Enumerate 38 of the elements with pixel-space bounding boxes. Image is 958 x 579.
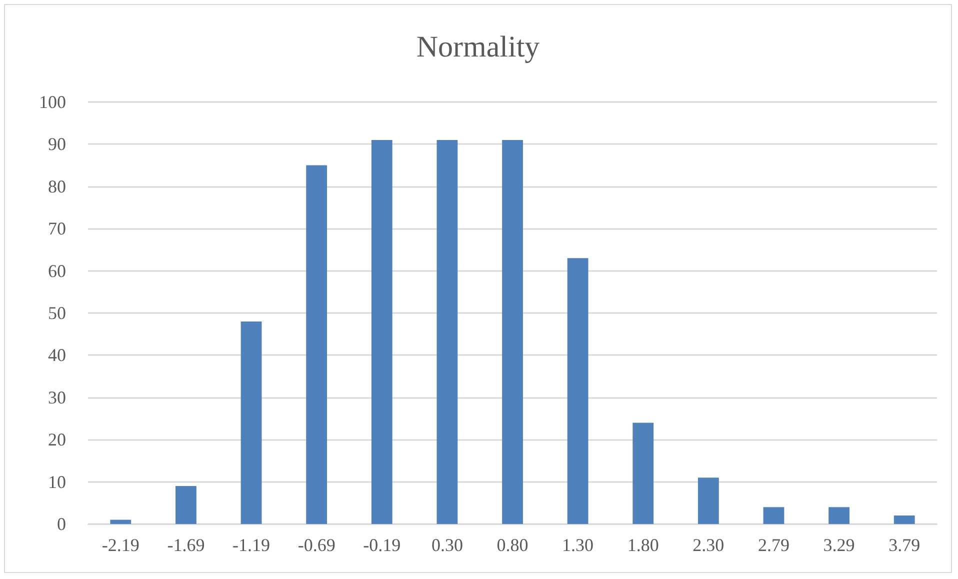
x-tick-label: -2.19 bbox=[102, 535, 140, 555]
bar bbox=[894, 516, 915, 524]
bar bbox=[371, 140, 392, 524]
x-tick-label: 3.29 bbox=[823, 535, 855, 555]
x-tick-label: 1.30 bbox=[562, 535, 594, 555]
y-tick-label: 60 bbox=[48, 260, 66, 281]
x-tick-label: 1.80 bbox=[627, 535, 659, 555]
y-tick-label: 40 bbox=[48, 345, 66, 366]
y-tick-label: 10 bbox=[48, 472, 66, 492]
bar bbox=[502, 140, 523, 524]
x-tick-label: -0.19 bbox=[363, 535, 401, 555]
x-tick-label: -1.19 bbox=[232, 535, 270, 555]
bar bbox=[632, 422, 654, 524]
bar bbox=[567, 258, 588, 524]
bar bbox=[436, 140, 458, 524]
x-tick-label: 3.79 bbox=[888, 535, 920, 555]
y-tick-label: 30 bbox=[48, 387, 66, 408]
bar bbox=[763, 507, 784, 524]
bar bbox=[828, 507, 850, 524]
bar bbox=[306, 165, 328, 524]
bar bbox=[176, 486, 196, 524]
x-tick-label: 2.79 bbox=[758, 535, 790, 555]
x-tick-label: -0.69 bbox=[298, 535, 336, 555]
x-tick-label: 0.80 bbox=[496, 535, 528, 555]
x-tick-label: 0.30 bbox=[431, 535, 463, 555]
y-tick-label: 20 bbox=[48, 430, 66, 450]
y-tick-label: 100 bbox=[39, 92, 66, 112]
chart-title: Normality bbox=[416, 30, 540, 64]
bar bbox=[110, 520, 132, 524]
x-tick-label: -1.69 bbox=[167, 535, 205, 555]
y-tick-label: 50 bbox=[48, 303, 66, 323]
x-tick-label: 2.30 bbox=[692, 535, 724, 555]
bar bbox=[240, 321, 262, 524]
y-tick-label: 70 bbox=[48, 218, 66, 239]
y-tick-label: 90 bbox=[48, 134, 66, 154]
y-tick-label: 80 bbox=[48, 176, 66, 196]
bar bbox=[698, 478, 719, 524]
y-tick-label: 0 bbox=[57, 514, 66, 534]
